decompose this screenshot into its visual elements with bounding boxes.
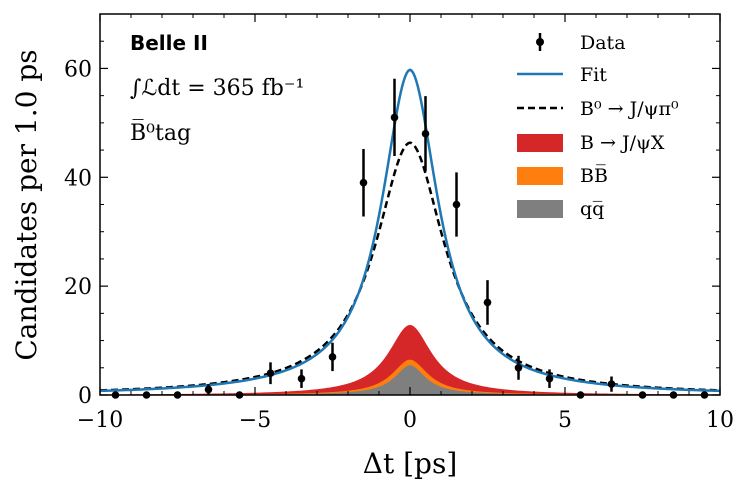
data-point [452, 172, 461, 237]
y-tick-label: 20 [64, 275, 92, 300]
legend-data-marker [536, 33, 544, 51]
data-marker [390, 113, 399, 122]
area-qq [100, 365, 720, 395]
data-point [297, 369, 306, 388]
data-marker [483, 298, 492, 307]
legend-bb-swatch [517, 167, 563, 185]
data-point [266, 362, 275, 385]
x-tick-label: −5 [239, 408, 271, 433]
data-marker [607, 380, 616, 388]
data-point [359, 148, 368, 217]
legend-label-data: Data [580, 32, 626, 54]
data-marker [421, 129, 430, 138]
legend-label-bb: BB̅ [580, 165, 608, 187]
tag-label: B̅⁰tag [130, 119, 191, 146]
x-tick-label: 0 [403, 408, 417, 433]
y-tick-label: 60 [64, 57, 92, 82]
data-marker [359, 178, 368, 187]
legend-jpsix-swatch [517, 134, 563, 152]
legend-label-jpsix: B → J/ψX [580, 132, 665, 154]
data-marker [545, 374, 554, 383]
legend-label-fit: Fit [580, 64, 607, 86]
data-marker [452, 200, 461, 209]
data-point [607, 376, 616, 392]
experiment-label: Belle II [130, 31, 208, 55]
data-marker [297, 374, 306, 383]
data-point [390, 78, 399, 157]
data-point [204, 384, 213, 395]
data-point [483, 280, 492, 325]
fit-curves [99, 68, 721, 393]
legend-label-qq: qq̅ [580, 198, 604, 220]
data-point [514, 355, 523, 380]
x-tick-label: −10 [77, 408, 123, 433]
legend-qq-swatch [517, 200, 563, 218]
stacked-components [100, 324, 720, 395]
curve-fit [99, 68, 721, 393]
y-tick-label: 40 [64, 166, 92, 191]
legend-label-signal: B⁰ → J/ψπ⁰ [580, 98, 679, 120]
y-axis-ticks: 0 20 40 60 [64, 13, 720, 409]
data-point [421, 96, 430, 172]
luminosity-label: ∫ℒdt = 365 fb⁻¹ [130, 76, 304, 101]
data-marker [514, 363, 523, 372]
data-points [111, 78, 709, 399]
x-axis-ticks: −10 −5 0 5 10 [77, 14, 734, 433]
data-marker [328, 353, 337, 361]
x-tick-label: 10 [706, 408, 734, 433]
y-axis-label: Candidates per 1.0 ps [10, 49, 43, 360]
data-point [545, 369, 554, 388]
data-point [328, 342, 337, 372]
legend: Data Fit B⁰ → J/ψπ⁰ B → J/ψX BB̅ qq̅ [517, 32, 679, 220]
data-marker [204, 385, 213, 394]
data-marker [266, 369, 275, 378]
y-tick-label: 0 [78, 384, 92, 409]
x-axis-label: Δt [ps] [363, 447, 458, 480]
x-tick-label: 5 [558, 408, 572, 433]
